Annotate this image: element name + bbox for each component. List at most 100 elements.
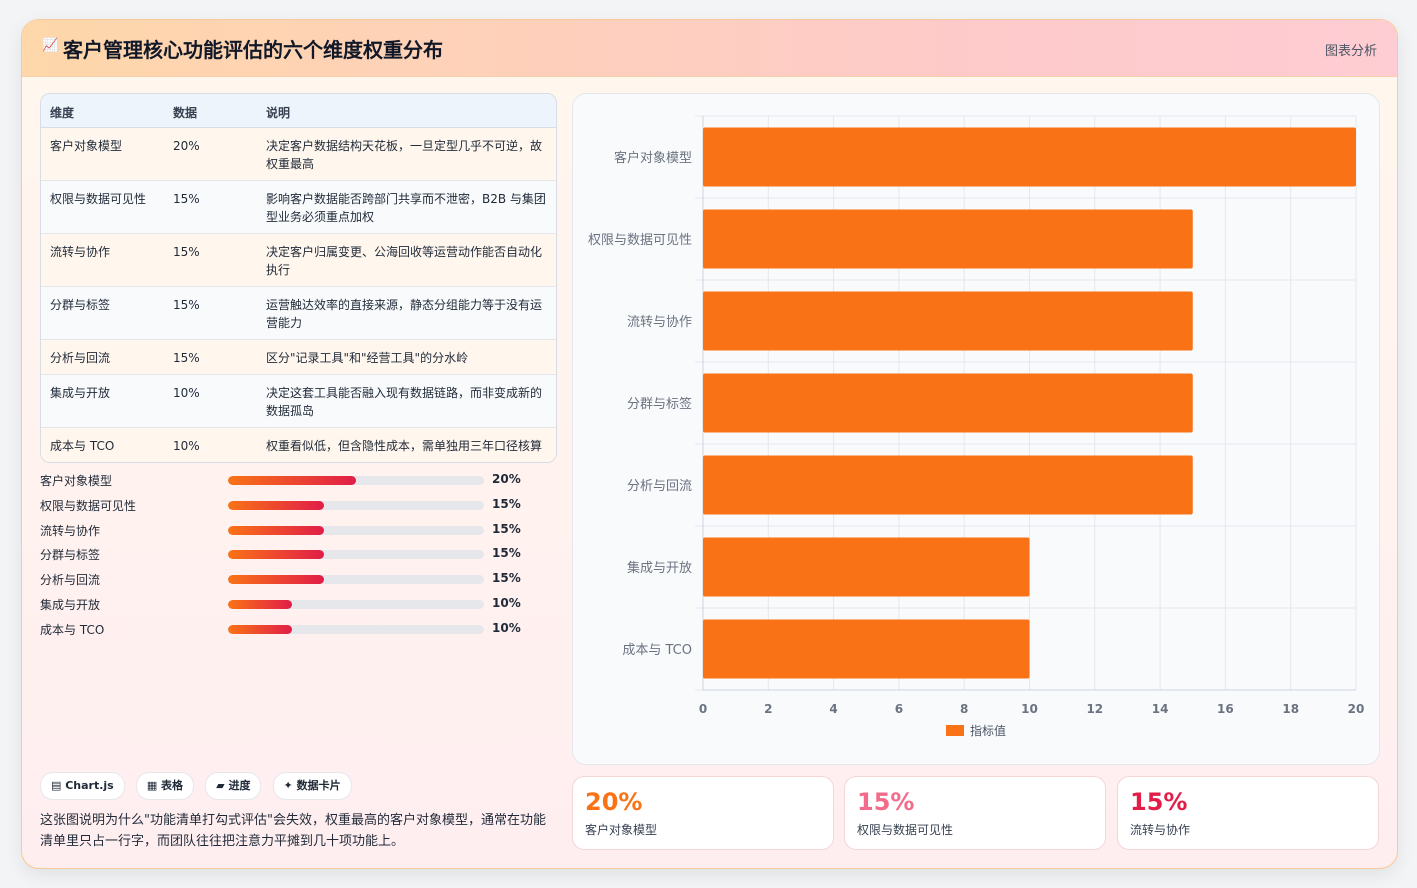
bar <box>703 373 1193 433</box>
category-label: 集成与开放 <box>627 560 692 576</box>
progress-value: 20% <box>492 472 521 486</box>
bar <box>703 455 1193 515</box>
progress-label: 权限与数据可见性 <box>40 498 137 513</box>
progress-label: 分析与回流 <box>40 573 101 588</box>
progress-track <box>228 575 484 585</box>
header-bar: 📈 客户管理核心功能评估的六个维度权重分布 图表分析 <box>22 20 1397 77</box>
cell-description: 影响客户数据能否跨部门共享而不泄密，B2B 与集团型业务必须重点加权 <box>266 192 546 224</box>
table-row: 流转与协作 15% 决定客户归属变更、公海回收等运营动作能否自动化执行 <box>41 234 556 287</box>
cell-description: 运营触达效率的直接来源，静态分组能力等于没有运营能力 <box>266 298 543 330</box>
progress-value: 10% <box>492 595 521 610</box>
cell-value: 15% <box>173 245 200 259</box>
progress-row: 流转与协作 15% <box>40 522 540 547</box>
cell-description: 权重看似低，但含隐性成本，需单独用三年口径核算 <box>266 439 543 453</box>
progress-value: 15% <box>492 546 521 561</box>
progress-track <box>228 500 484 510</box>
cell-value: 10% <box>173 386 200 400</box>
x-tick-label: 4 <box>829 702 837 716</box>
progress-row: 分群与标签 15% <box>40 546 540 571</box>
x-tick-label: 8 <box>960 702 968 716</box>
kpi-label: 客户对象模型 <box>585 823 658 837</box>
progress-fill <box>228 575 324 585</box>
cell-dimension: 集成与开放 <box>50 386 111 400</box>
progress-fill <box>228 550 324 560</box>
table-row: 集成与开放 10% 决定这套工具能否融入现有数据链路，而非变成新的数据孤岛 <box>41 375 556 428</box>
x-tick-label: 20 <box>1348 702 1365 716</box>
progress-row: 成本与 TCO 10% <box>40 621 540 646</box>
legend-label: 指标值 <box>970 723 1006 738</box>
table-row: 分群与标签 15% 运营触达效率的直接来源，静态分组能力等于没有运营能力 <box>41 287 556 340</box>
table-row: 客户对象模型 20% 决定客户数据结构天花板，一旦定型几乎不可逆，故权重最高 <box>41 128 556 181</box>
cell-dimension: 权限与数据可见性 <box>50 192 147 206</box>
bar-chart-panel: 客户对象模型权限与数据可见性流转与协作分群与标签分析与回流集成与开放成本与 TC… <box>572 93 1380 765</box>
kpi-value: 20% <box>585 788 643 816</box>
cell-value: 10% <box>173 439 200 453</box>
column-header-value: 数据 <box>173 106 198 120</box>
cell-dimension: 流转与协作 <box>50 245 111 259</box>
column-header-dimension: 维度 <box>50 106 75 120</box>
category-label: 分群与标签 <box>627 396 692 412</box>
trend-chart-icon: 📈 <box>42 38 59 53</box>
table-row: 权限与数据可见性 15% 影响客户数据能否跨部门共享而不泄密，B2B 与集团型业… <box>41 181 556 234</box>
tag-list: ▤ Chart.js ▦ 表格 ▰ 进度 ✦ 数据卡片 <box>40 772 358 800</box>
category-label: 成本与 TCO <box>622 643 692 658</box>
bar <box>703 209 1193 269</box>
progress-value: 15% <box>492 571 521 586</box>
tag-table[interactable]: ▦ 表格 <box>135 772 195 800</box>
tag-data-cards[interactable]: ✦ 数据卡片 <box>272 772 352 800</box>
x-tick-label: 18 <box>1282 702 1299 716</box>
progress-label: 分群与标签 <box>40 548 101 563</box>
progress-row: 集成与开放 10% <box>40 596 540 621</box>
cell-dimension: 分群与标签 <box>50 298 111 312</box>
bar <box>703 291 1193 351</box>
kpi-label: 流转与协作 <box>1130 823 1191 837</box>
progress-label: 流转与协作 <box>40 523 101 538</box>
table-row: 成本与 TCO 10% 权重看似低，但含隐性成本，需单独用三年口径核算 <box>41 428 556 462</box>
cell-value: 20% <box>173 139 200 153</box>
bar <box>703 537 1030 597</box>
progress-fill <box>228 624 292 634</box>
table-row: 分析与回流 15% 区分"记录工具"和"经营工具"的分水岭 <box>41 340 556 375</box>
x-tick-label: 6 <box>895 702 903 716</box>
progress-row: 客户对象模型 20% <box>40 472 540 497</box>
cell-dimension: 客户对象模型 <box>50 139 123 153</box>
x-tick-label: 10 <box>1021 702 1038 716</box>
progress-label: 客户对象模型 <box>40 474 113 488</box>
cell-description: 决定客户数据结构天花板，一旦定型几乎不可逆，故权重最高 <box>266 139 543 171</box>
chart-analysis-link[interactable]: 图表分析 <box>1324 44 1377 59</box>
cell-dimension: 成本与 TCO <box>50 439 115 453</box>
progress-value: 15% <box>492 496 521 511</box>
tag-progress[interactable]: ▰ 进度 <box>205 772 262 800</box>
x-tick-label: 2 <box>764 702 772 716</box>
progress-fill <box>228 476 356 485</box>
progress-track <box>228 525 484 535</box>
progress-label: 集成与开放 <box>40 597 101 612</box>
tag-chartjs[interactable]: ▤ Chart.js <box>40 772 125 800</box>
progress-value: 15% <box>492 521 521 536</box>
category-label: 权限与数据可见性 <box>588 232 692 248</box>
weights-table: 维度 数据 说明 客户对象模型 20% 决定客户数据结构天花板，一旦定型几乎不可… <box>40 93 557 463</box>
x-tick-label: 0 <box>699 702 707 716</box>
progress-fill <box>228 599 292 609</box>
category-label: 客户对象模型 <box>614 150 692 166</box>
x-tick-label: 16 <box>1217 702 1234 716</box>
cell-dimension: 分析与回流 <box>50 351 111 365</box>
cell-value: 15% <box>173 351 200 365</box>
kpi-value: 15% <box>857 788 915 816</box>
kpi-card: 20% 客户对象模型 <box>572 776 834 850</box>
category-label: 流转与协作 <box>627 315 692 330</box>
kpi-label: 权限与数据可见性 <box>857 823 954 837</box>
progress-fill <box>228 525 324 535</box>
cell-description: 决定客户归属变更、公海回收等运营动作能否自动化执行 <box>266 245 543 277</box>
kpi-card: 15% 流转与协作 <box>1117 776 1379 850</box>
category-label: 分析与回流 <box>627 479 692 494</box>
progress-label: 成本与 TCO <box>40 622 105 637</box>
progress-track <box>228 599 484 609</box>
cell-value: 15% <box>173 192 200 206</box>
main-card: 📈 客户管理核心功能评估的六个维度权重分布 图表分析 维度 数据 说明 客户对象… <box>21 19 1398 869</box>
progress-track <box>228 624 484 634</box>
x-tick-label: 14 <box>1152 702 1169 716</box>
progress-track <box>228 550 484 560</box>
kpi-value: 15% <box>1130 788 1188 816</box>
